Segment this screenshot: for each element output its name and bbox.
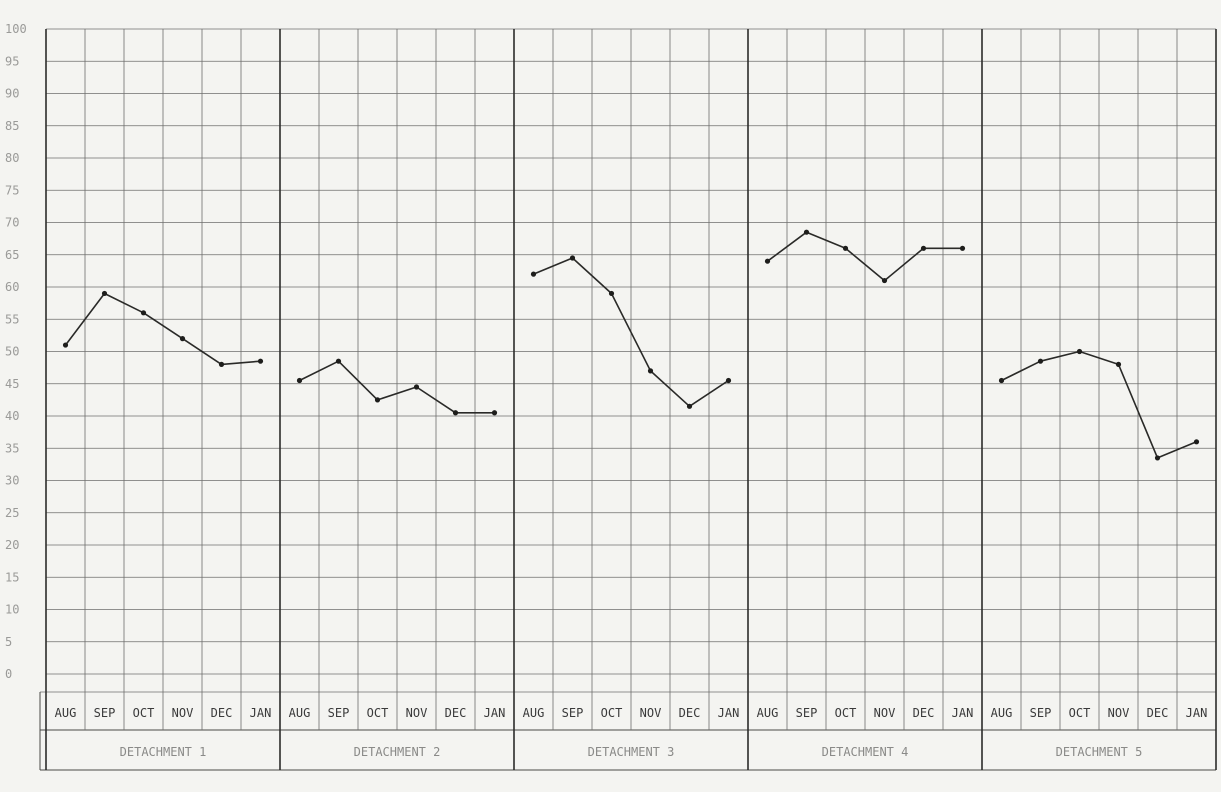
y-tick-label: 15 [5,570,19,584]
month-label: DEC [679,706,701,720]
data-point [140,310,147,316]
y-tick-label: 65 [5,248,19,262]
month-label: OCT [835,706,857,720]
y-tick-label: 60 [5,280,19,294]
month-label: OCT [1069,706,1091,720]
data-point [62,342,69,348]
y-axis-ticks: 1009590858075706560555045403530252015105… [5,22,27,681]
month-label: NOV [640,706,662,720]
data-point [608,290,615,297]
month-label: AUG [55,706,77,720]
series-line-detachment-5 [1001,350,1197,459]
y-tick-label: 45 [5,377,19,391]
data-point [803,229,810,235]
y-tick-label: 10 [5,603,19,617]
data-point [491,410,498,416]
y-tick-label: 0 [5,667,12,681]
month-label: AUG [289,706,311,720]
month-label: NOV [172,706,194,720]
detachment-label: DETACHMENT 1 [120,745,207,759]
data-point [1037,358,1044,364]
y-tick-label: 75 [5,183,19,197]
data-point [764,258,771,264]
series-line-detachment-2 [299,360,495,414]
data-point [647,368,654,374]
month-label: JAN [718,706,740,720]
y-tick-label: 35 [5,441,19,455]
detachment-label: DETACHMENT 3 [588,745,675,759]
y-tick-label: 90 [5,87,19,101]
y-tick-label: 5 [5,635,12,649]
data-point [1154,455,1161,461]
data-point [1193,439,1200,445]
y-tick-label: 55 [5,312,19,326]
month-label: OCT [133,706,155,720]
month-label: SEP [94,706,116,720]
month-label: JAN [952,706,974,720]
data-point [725,377,732,384]
month-label: SEP [328,706,350,720]
month-label: JAN [1186,706,1208,720]
grid [39,28,1217,771]
y-tick-label: 80 [5,151,19,165]
data-point [881,277,888,284]
data-point [998,377,1005,384]
month-label: AUG [523,706,545,720]
month-label: JAN [250,706,272,720]
data-point [842,245,849,251]
data-point [1076,348,1083,355]
data-point [101,290,108,297]
series-line-detachment-3 [533,257,729,408]
detachment-label: DETACHMENT 4 [822,745,909,759]
y-tick-label: 40 [5,409,19,423]
detachment-label: DETACHMENT 2 [354,745,441,759]
data-point [335,358,342,364]
data-point [296,377,303,384]
y-tick-label: 95 [5,54,19,68]
month-label: OCT [601,706,623,720]
data-point [452,410,459,416]
y-tick-label: 70 [5,216,19,230]
data-point [686,403,693,409]
month-label: SEP [562,706,584,720]
x-axis-labels: AUG SEP OCT NOV DEC JAN DETACHMENT 1 AUG SEP OCT N… [55,706,1208,759]
detachment-label: DETACHMENT 5 [1056,745,1143,759]
month-label: DEC [445,706,467,720]
data-point [1115,361,1122,367]
month-label: OCT [367,706,389,720]
month-label: NOV [1108,706,1130,720]
y-tick-label: 20 [5,538,19,552]
month-label: DEC [913,706,935,720]
data-point [218,361,225,367]
data-point [959,245,966,251]
month-label: DEC [211,706,233,720]
month-label: AUG [757,706,779,720]
y-tick-label: 100 [5,22,27,36]
month-label: NOV [406,706,428,720]
month-label: SEP [796,706,818,720]
y-tick-label: 85 [5,119,19,133]
series-line-detachment-4 [767,231,963,282]
data-point [257,358,264,364]
month-label: AUG [991,706,1013,720]
data-point [374,397,381,403]
month-label: JAN [484,706,506,720]
y-tick-label: 50 [5,345,19,359]
month-label: DEC [1147,706,1169,720]
data-point [920,245,927,251]
series-lines [62,229,1200,461]
data-point [530,271,537,277]
data-point [413,384,420,390]
y-tick-label: 25 [5,506,19,520]
data-point [179,336,186,342]
month-label: SEP [1030,706,1052,720]
series-line-detachment-1 [64,292,261,366]
y-tick-label: 30 [5,474,19,488]
data-point [569,255,576,261]
month-label: NOV [874,706,896,720]
